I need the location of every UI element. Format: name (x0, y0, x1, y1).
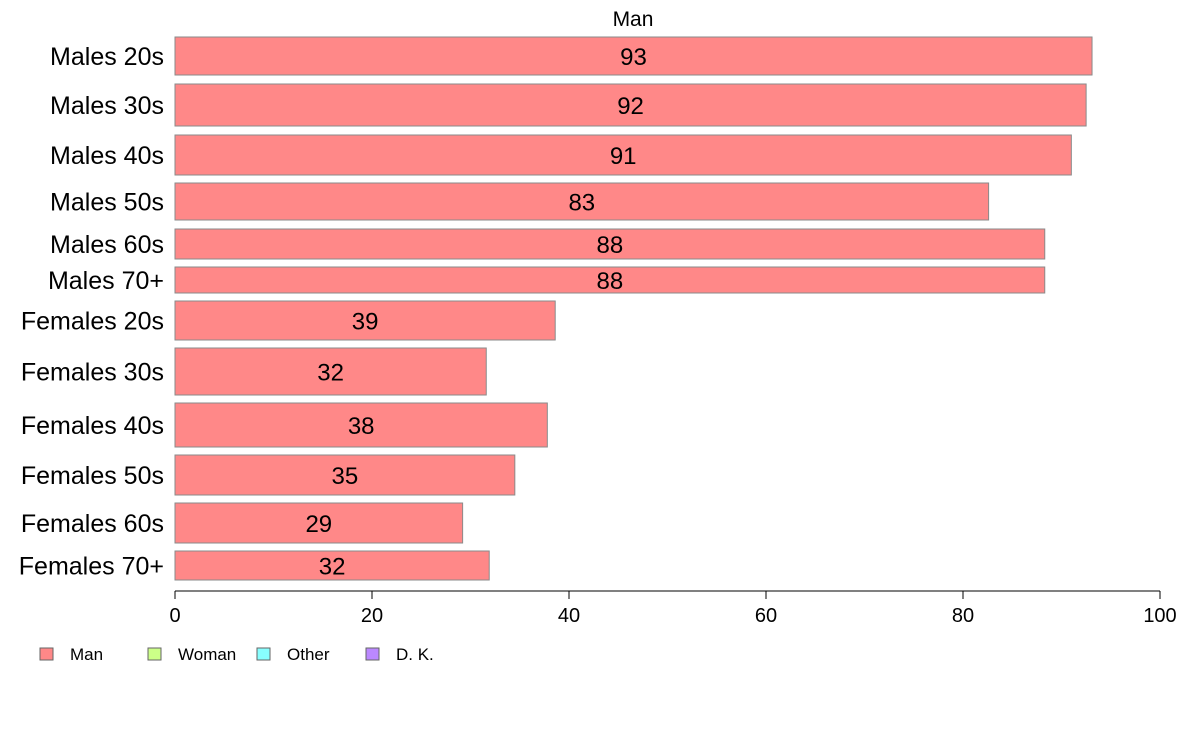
category-label: Females 60s (21, 510, 164, 538)
category-label: Males 20s (50, 43, 164, 71)
bar-value-label: 93 (620, 44, 647, 71)
bar-value-label: 29 (305, 511, 332, 538)
bar-value-label: 35 (332, 463, 359, 490)
bar-males-40s (174, 134, 1072, 176)
category-label: Females 70+ (19, 553, 164, 581)
category-label: Males 60s (50, 231, 164, 259)
bar-value-label: 32 (317, 360, 344, 387)
category-label: Males 50s (50, 189, 164, 217)
legend-swatch-other (256, 647, 271, 661)
bar-females-30s (174, 347, 487, 396)
bar-males-30s (174, 83, 1087, 127)
bar-value-label: 38 (348, 413, 375, 440)
bar-males-70- (174, 266, 1046, 294)
x-tick-label: 100 (1143, 605, 1176, 627)
bar-males-20s (174, 36, 1093, 76)
bar-value-label: 88 (597, 268, 624, 295)
category-label: Males 40s (50, 142, 164, 170)
bar-value-label: 83 (568, 190, 595, 217)
bar-value-label: 88 (597, 232, 624, 259)
bar-value-label: 91 (610, 143, 637, 170)
legend-label: D. K. (396, 645, 434, 664)
x-axis: 0 20 40 60 80 100 (169, 590, 1177, 627)
bar-value-label: 32 (319, 554, 346, 581)
bars-group: Males 20s 93 Males 30s 92 Males 40s 91 Males 5… (19, 36, 1093, 581)
x-tick-label: 80 (952, 605, 974, 627)
bar-females-40s (174, 402, 548, 448)
legend-label: Man (70, 645, 103, 664)
legend-label: Woman (178, 645, 236, 664)
x-tick-label: 20 (361, 605, 383, 627)
bar-females-60s (174, 502, 464, 544)
legend: Man Woman Other D. K. (39, 645, 434, 664)
category-label: Males 70+ (48, 267, 164, 295)
x-tick-label: 40 (558, 605, 580, 627)
bar-females-70- (174, 550, 490, 581)
legend-swatch-woman (147, 647, 162, 661)
bar-males-60s (174, 228, 1046, 260)
category-label: Females 30s (21, 359, 164, 387)
bar-males-50s (174, 182, 990, 221)
category-label: Females 20s (21, 308, 164, 336)
x-tick-label: 60 (755, 605, 777, 627)
x-tick-label: 0 (169, 605, 180, 627)
category-label: Females 50s (21, 462, 164, 490)
legend-swatch-d-k- (365, 647, 380, 661)
legend-label: Other (287, 645, 330, 664)
category-label: Females 40s (21, 412, 164, 440)
chart-title: Man (613, 8, 654, 31)
bar-females-50s (174, 454, 516, 496)
legend-swatch-man (39, 647, 54, 661)
bar-value-label: 39 (352, 309, 379, 336)
bar-females-20s (174, 300, 556, 341)
category-label: Males 30s (50, 92, 164, 120)
bar-value-label: 92 (617, 93, 644, 120)
